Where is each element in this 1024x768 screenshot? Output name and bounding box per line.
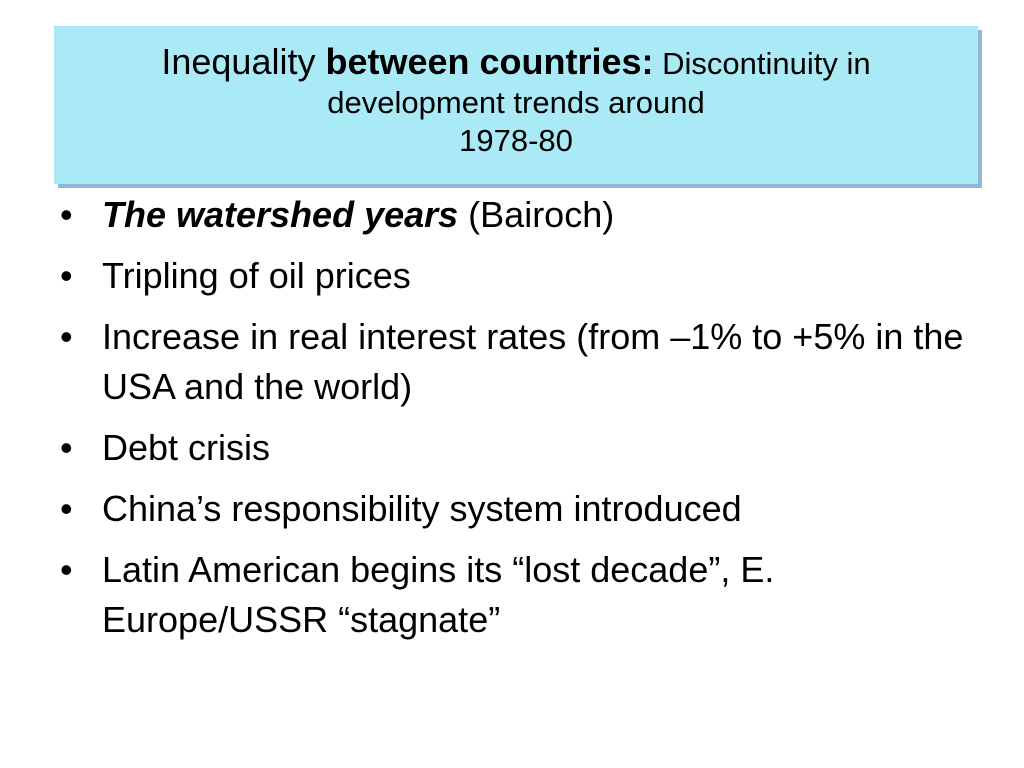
- bullet-emphasis: The watershed years: [102, 194, 459, 235]
- title-line-1: Inequality between countries: Discontinu…: [54, 40, 978, 84]
- bullet-item: • Increase in real interest rates (from …: [54, 312, 984, 412]
- bullet-item: • Tripling of oil prices: [54, 251, 984, 301]
- title-small: Discontinuity in: [653, 46, 871, 81]
- bullet-icon: •: [60, 427, 73, 468]
- title-line-3: 1978-80: [459, 122, 573, 158]
- bullet-text: Tripling of oil prices: [102, 255, 411, 296]
- bullet-icon: •: [60, 316, 73, 357]
- bullet-text: China’s responsibility system introduced: [102, 488, 742, 529]
- bullet-text: Increase in real interest rates (from –1…: [102, 316, 964, 407]
- bullet-list: • The watershed years (Bairoch) • Tripli…: [54, 190, 984, 656]
- bullet-icon: •: [60, 194, 73, 235]
- bullet-item: • China’s responsibility system introduc…: [54, 484, 984, 534]
- bullet-item: • The watershed years (Bairoch): [54, 190, 984, 240]
- bullet-icon: •: [60, 549, 73, 590]
- bullet-text: Latin American begins its “lost decade”,…: [102, 549, 775, 640]
- title-line-2: development trends around: [327, 84, 705, 120]
- slide-title: Inequality between countries: Discontinu…: [54, 26, 978, 184]
- bullet-item: • Latin American begins its “lost decade…: [54, 545, 984, 645]
- bullet-icon: •: [60, 488, 73, 529]
- bullet-icon: •: [60, 255, 73, 296]
- bullet-item: • Debt crisis: [54, 423, 984, 473]
- bullet-text: (Bairoch): [458, 194, 615, 235]
- bullet-text: Debt crisis: [102, 427, 271, 468]
- title-bold: between countries:: [325, 41, 654, 82]
- title-regular: Inequality: [161, 41, 326, 82]
